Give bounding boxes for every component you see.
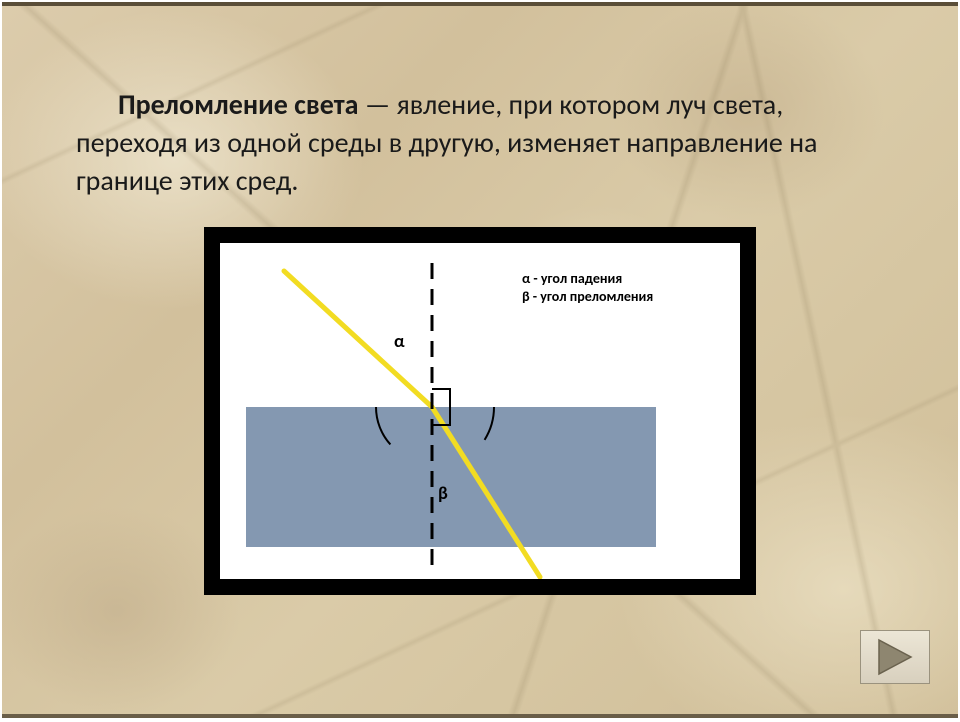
play-icon <box>875 638 915 676</box>
svg-text:α: α <box>394 330 405 352</box>
svg-text:β - угол преломления: β - угол преломления <box>522 288 653 305</box>
next-button[interactable] <box>860 630 930 684</box>
term: Преломление света <box>118 87 359 122</box>
definition-paragraph: Преломление света — явление, при котором… <box>76 86 884 199</box>
svg-text:β: β <box>438 482 448 504</box>
diagram-canvas: α β α - угол паденияβ - угол преломления <box>220 243 740 579</box>
svg-text:α - угол падения: α - угол падения <box>522 270 622 287</box>
content-area: Преломление света — явление, при котором… <box>2 2 958 718</box>
refraction-diagram: α β α - угол паденияβ - угол преломления <box>220 243 740 579</box>
diagram-frame: α β α - угол паденияβ - угол преломления <box>204 227 756 595</box>
slide: Преломление света — явление, при котором… <box>2 2 958 718</box>
dash: — <box>359 87 397 122</box>
diagram-container: α β α - угол паденияβ - угол преломления <box>76 227 884 595</box>
